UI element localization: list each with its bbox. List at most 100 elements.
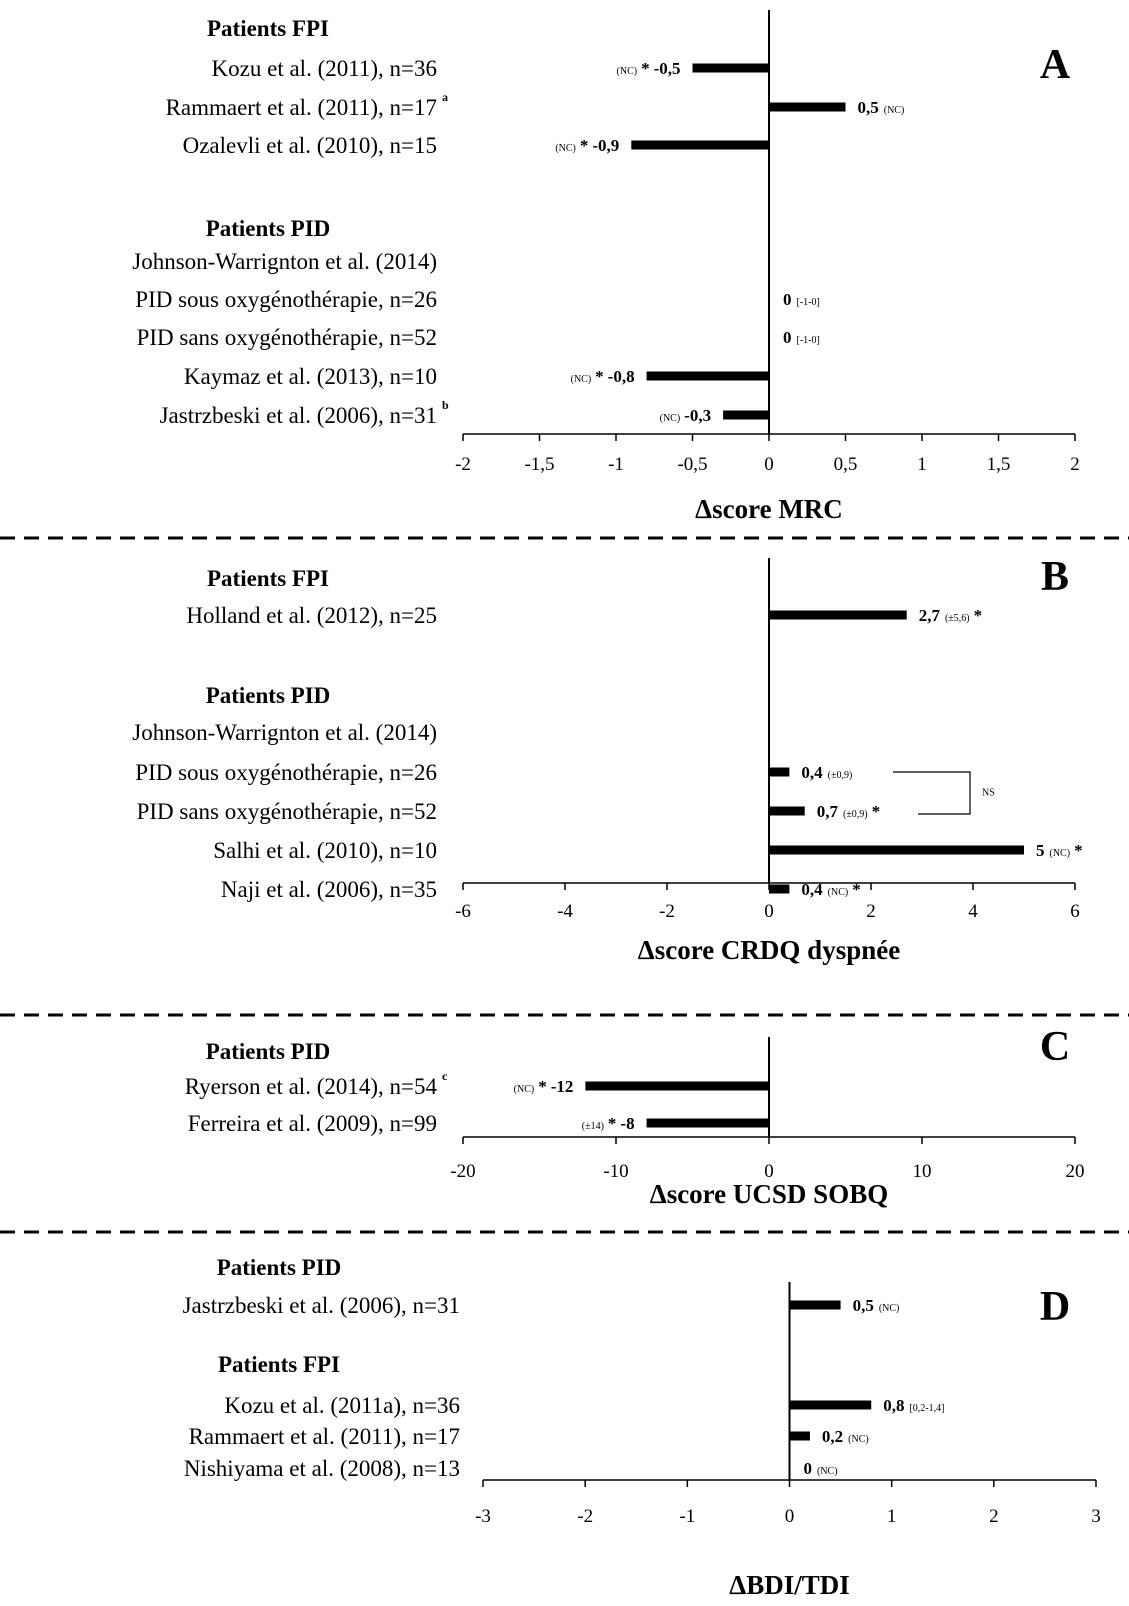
bar: [585, 1081, 769, 1091]
x-axis-title: ΔBDI/TDI: [729, 1570, 849, 1600]
annotation-label: (NC): [828, 887, 849, 898]
annotation-label: [-1-0]: [797, 335, 820, 346]
group-header: Patients PID: [206, 216, 331, 241]
group-header: Patients PID: [217, 1255, 342, 1280]
group-header: Patients FPI: [207, 566, 329, 591]
value-label: -8: [620, 1114, 634, 1133]
group-header: Patients PID: [206, 1039, 331, 1064]
value-label: 0,5: [853, 1296, 874, 1315]
row-label: Kaymaz et al. (2013), n=10: [184, 364, 437, 389]
bar: [723, 410, 769, 420]
x-tick-label: 2: [989, 1506, 999, 1527]
row-label: Kozu et al. (2011a), n=36: [224, 1393, 460, 1418]
row-label: Kozu et al. (2011), n=36: [212, 56, 437, 81]
bar: [769, 845, 1024, 855]
panel-letter: D: [1040, 1284, 1070, 1330]
x-tick-label: 2: [866, 901, 876, 922]
annotation-label: (±14): [582, 1121, 604, 1132]
x-tick-label: 0: [764, 901, 774, 922]
x-tick-label: 0: [764, 1161, 774, 1182]
significance-star: *: [872, 802, 881, 821]
x-tick-label: 0: [764, 454, 774, 475]
row-label: Nishiyama et al. (2008), n=13: [184, 1456, 460, 1481]
row-label: Salhi et al. (2010), n=10: [213, 838, 437, 863]
significance-star: *: [608, 1114, 617, 1133]
x-tick-label: 1,5: [987, 454, 1011, 475]
bar: [789, 1300, 841, 1310]
row-label: Ryerson et al. (2014), n=54: [185, 1074, 438, 1099]
value-label: 2,7: [919, 606, 941, 625]
bar: [646, 371, 769, 381]
bar: [769, 102, 846, 112]
panel-letter: A: [1040, 42, 1071, 88]
bar: [692, 63, 769, 73]
annotation-label: (NC): [660, 413, 681, 424]
bar: [769, 806, 805, 816]
row-label: PID sans oxygénothérapie, n=52: [137, 325, 437, 350]
x-tick-label: -0,5: [677, 454, 707, 475]
x-tick-label: -4: [557, 901, 573, 922]
significance-star: *: [580, 136, 589, 155]
x-tick-label: 3: [1091, 1506, 1101, 1527]
x-tick-label: -1,5: [524, 454, 554, 475]
x-tick-label: 4: [968, 901, 978, 922]
annotation-label: (NC): [555, 143, 576, 154]
panel-b: B -6 -4 -2 0 2 4 6 Δscore CRDQ dyspnée Patients F…: [132, 554, 1082, 965]
value-label: 0,2: [822, 1427, 843, 1446]
row-label: Rammaert et al. (2011), n=17: [189, 1424, 460, 1449]
group-header: Patients FPI: [218, 1352, 340, 1377]
bar: [789, 1431, 810, 1441]
x-tick-label: -2: [659, 901, 675, 922]
value-label: -0,5: [654, 59, 681, 78]
annotation-label: (NC): [571, 374, 592, 385]
row-label: PID sous oxygénothérapie, n=26: [135, 287, 437, 312]
x-tick-label: 1: [917, 454, 927, 475]
x-tick-label: -1: [608, 454, 624, 475]
row-label: Rammaert et al. (2011), n=17: [166, 95, 437, 120]
panel-letter: B: [1041, 554, 1069, 600]
x-tick-label: 0,5: [834, 454, 858, 475]
group-header: Patients FPI: [207, 16, 329, 41]
value-label: 5: [1036, 841, 1045, 860]
value-label: 0: [783, 290, 792, 309]
row-label: Jastrzbeski et al. (2006), n=31: [160, 403, 437, 428]
annotation-label: (NC): [1050, 848, 1071, 859]
value-label: 0,5: [858, 98, 879, 117]
panel-a: A -2 -1,5 -1 -0,5 0 0,5 1 1,5 2 Δscore MRC Patients…: [132, 10, 1080, 524]
value-label: -0,9: [592, 136, 619, 155]
x-axis-title: Δscore MRC: [695, 494, 843, 524]
annotation-label: (±0,9): [828, 770, 853, 781]
value-label: 0,4: [801, 880, 823, 899]
x-axis-title: Δscore UCSD SOBQ: [650, 1179, 888, 1209]
footnote-marker: b: [442, 398, 449, 412]
x-tick-label: 0: [785, 1506, 795, 1527]
row-label: Holland et al. (2012), n=25: [186, 603, 437, 628]
bar: [769, 767, 790, 777]
x-tick-label: -2: [577, 1506, 593, 1527]
annotation-label: (NC): [817, 1466, 838, 1477]
x-tick-label: -2: [455, 454, 471, 475]
significance-star: *: [974, 606, 983, 625]
panel-c: C -20 -10 0 10 20 Δscore UCSD SOBQ Patients PID…: [185, 1024, 1085, 1209]
value-label: -12: [551, 1077, 574, 1096]
annotation-label: [0,2-1,4]: [909, 1403, 944, 1414]
annotation-label: (NC): [848, 1434, 869, 1445]
x-tick-label: 10: [913, 1161, 932, 1182]
value-label: -0,3: [684, 406, 711, 425]
panel-letter: C: [1040, 1024, 1070, 1070]
panel-d: D -3 -2 -1 0 1 2 3 ΔBDI/TDI Patients PID Jastrzbes…: [183, 1255, 1101, 1600]
x-tick-label: -3: [475, 1506, 491, 1527]
significance-star: *: [595, 367, 604, 386]
value-label: 0,4: [801, 763, 823, 782]
annotation-label: (±0,9): [843, 809, 868, 820]
annotation-label: [-1-0]: [797, 297, 820, 308]
significance-star: *: [852, 880, 861, 899]
annotation-label: (NC): [884, 105, 905, 116]
x-tick-label: -6: [455, 901, 471, 922]
value-label: 0,8: [883, 1396, 904, 1415]
bar: [646, 1118, 769, 1128]
footnote-marker: c: [442, 1069, 448, 1083]
value-label: 0,7: [817, 802, 839, 821]
row-label: Jastrzbeski et al. (2006), n=31: [183, 1293, 460, 1318]
